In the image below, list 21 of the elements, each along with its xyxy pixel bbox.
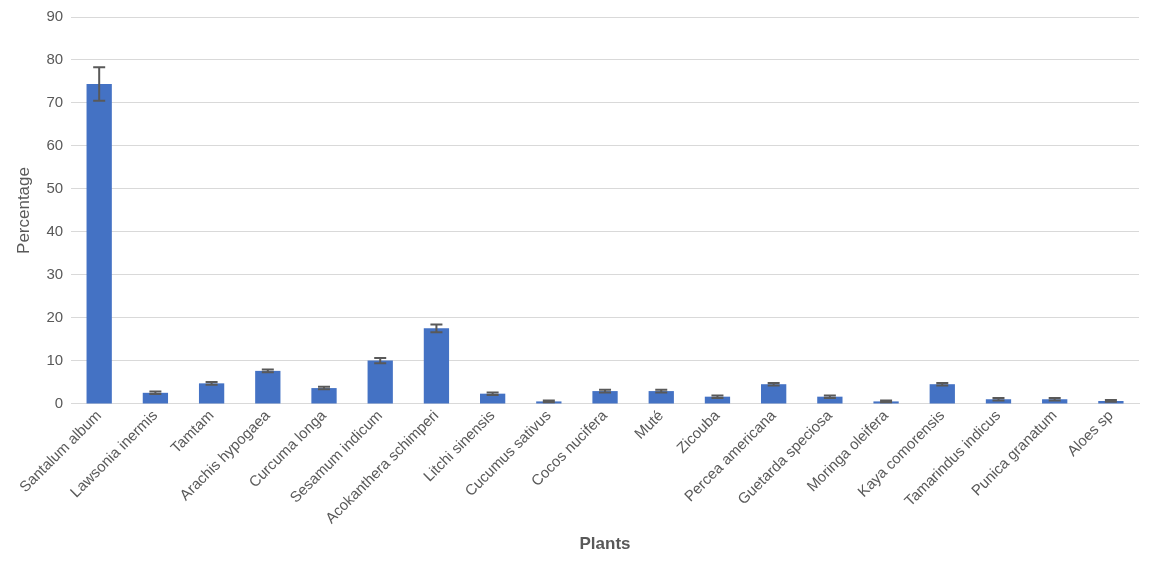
y-tick-label: 40 [46,222,64,240]
y-tick-label: 80 [46,50,64,68]
y-tick-label: 90 [46,7,64,25]
bar [367,360,393,404]
y-axis-title: Percentage [13,167,33,254]
y-tick-label: 50 [46,179,64,197]
y-tick-label: 20 [46,308,64,326]
y-tick-label: 30 [46,265,64,283]
bar [592,391,618,404]
y-tick-label: 10 [46,351,64,369]
bar [311,388,337,404]
y-tick-label: 60 [46,136,64,154]
bar [86,84,112,404]
y-tick-label: 0 [54,394,64,412]
bar [761,384,787,404]
x-axis-title: Plants [579,534,631,554]
bar [929,384,955,404]
bar [198,383,225,404]
y-tick-label: 70 [46,93,64,111]
bar [423,328,450,404]
bar [255,370,281,404]
